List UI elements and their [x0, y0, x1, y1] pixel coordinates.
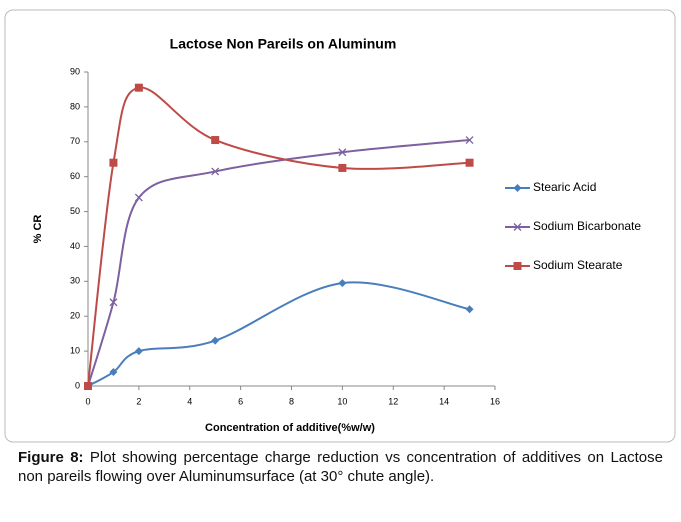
marker: [211, 167, 220, 176]
y-tick-label: 50: [70, 206, 80, 216]
y-tick-label: 80: [70, 101, 80, 111]
series-line: [87, 86, 470, 387]
series-line: [87, 281, 470, 387]
y-tick-label: 0: [75, 380, 80, 390]
marker: [465, 305, 474, 314]
marker: [465, 136, 474, 144]
marker: [338, 163, 347, 172]
x-tick-label: 10: [337, 396, 347, 406]
caption-text: Plot showing percentage charge reduction…: [18, 449, 663, 485]
y-tick-label: 70: [70, 136, 80, 146]
x-tick-label: 8: [289, 396, 294, 406]
legend-label: Sodium Stearate: [533, 258, 623, 272]
marker: [211, 336, 220, 345]
chart-title: Lactose Non Pareils on Aluminum: [170, 36, 397, 52]
chart-frame: [4, 9, 676, 443]
caption: Figure 8: Plot showing percentage charge…: [18, 448, 663, 486]
caption-label: Figure 8:: [18, 449, 84, 466]
marker: [134, 193, 143, 202]
x-tick-label: 12: [388, 396, 398, 406]
marker: [109, 368, 118, 377]
y-tick-label: 20: [70, 311, 80, 321]
legend-marker: [513, 184, 522, 192]
x-tick-label: 0: [85, 396, 90, 406]
marker: [109, 158, 118, 167]
y-tick-label: 40: [70, 241, 80, 251]
y-axis-label: % CR: [32, 215, 44, 244]
x-tick-label: 16: [490, 396, 500, 406]
legend-label: Sodium Bicarbonate: [533, 219, 641, 233]
marker: [338, 148, 347, 157]
legend-marker: [513, 223, 522, 231]
series-line: [87, 139, 470, 387]
legend-marker: [513, 262, 522, 270]
marker: [465, 158, 474, 167]
x-tick-label: 4: [187, 396, 192, 406]
marker: [134, 83, 143, 92]
y-tick-label: 90: [70, 66, 80, 76]
marker: [84, 382, 92, 390]
marker: [134, 347, 143, 356]
marker: [109, 298, 118, 307]
x-tick-label: 6: [238, 396, 243, 406]
y-tick-label: 10: [70, 345, 80, 355]
y-tick-label: 30: [70, 276, 80, 286]
x-axis-label: Concentration of additive(%w/w): [205, 422, 375, 434]
legend-label: Stearic Acid: [533, 180, 596, 194]
x-tick-label: 2: [136, 396, 141, 406]
marker: [211, 136, 220, 145]
y-tick-label: 60: [70, 171, 80, 181]
marker: [338, 279, 347, 288]
x-tick-label: 14: [439, 396, 449, 406]
